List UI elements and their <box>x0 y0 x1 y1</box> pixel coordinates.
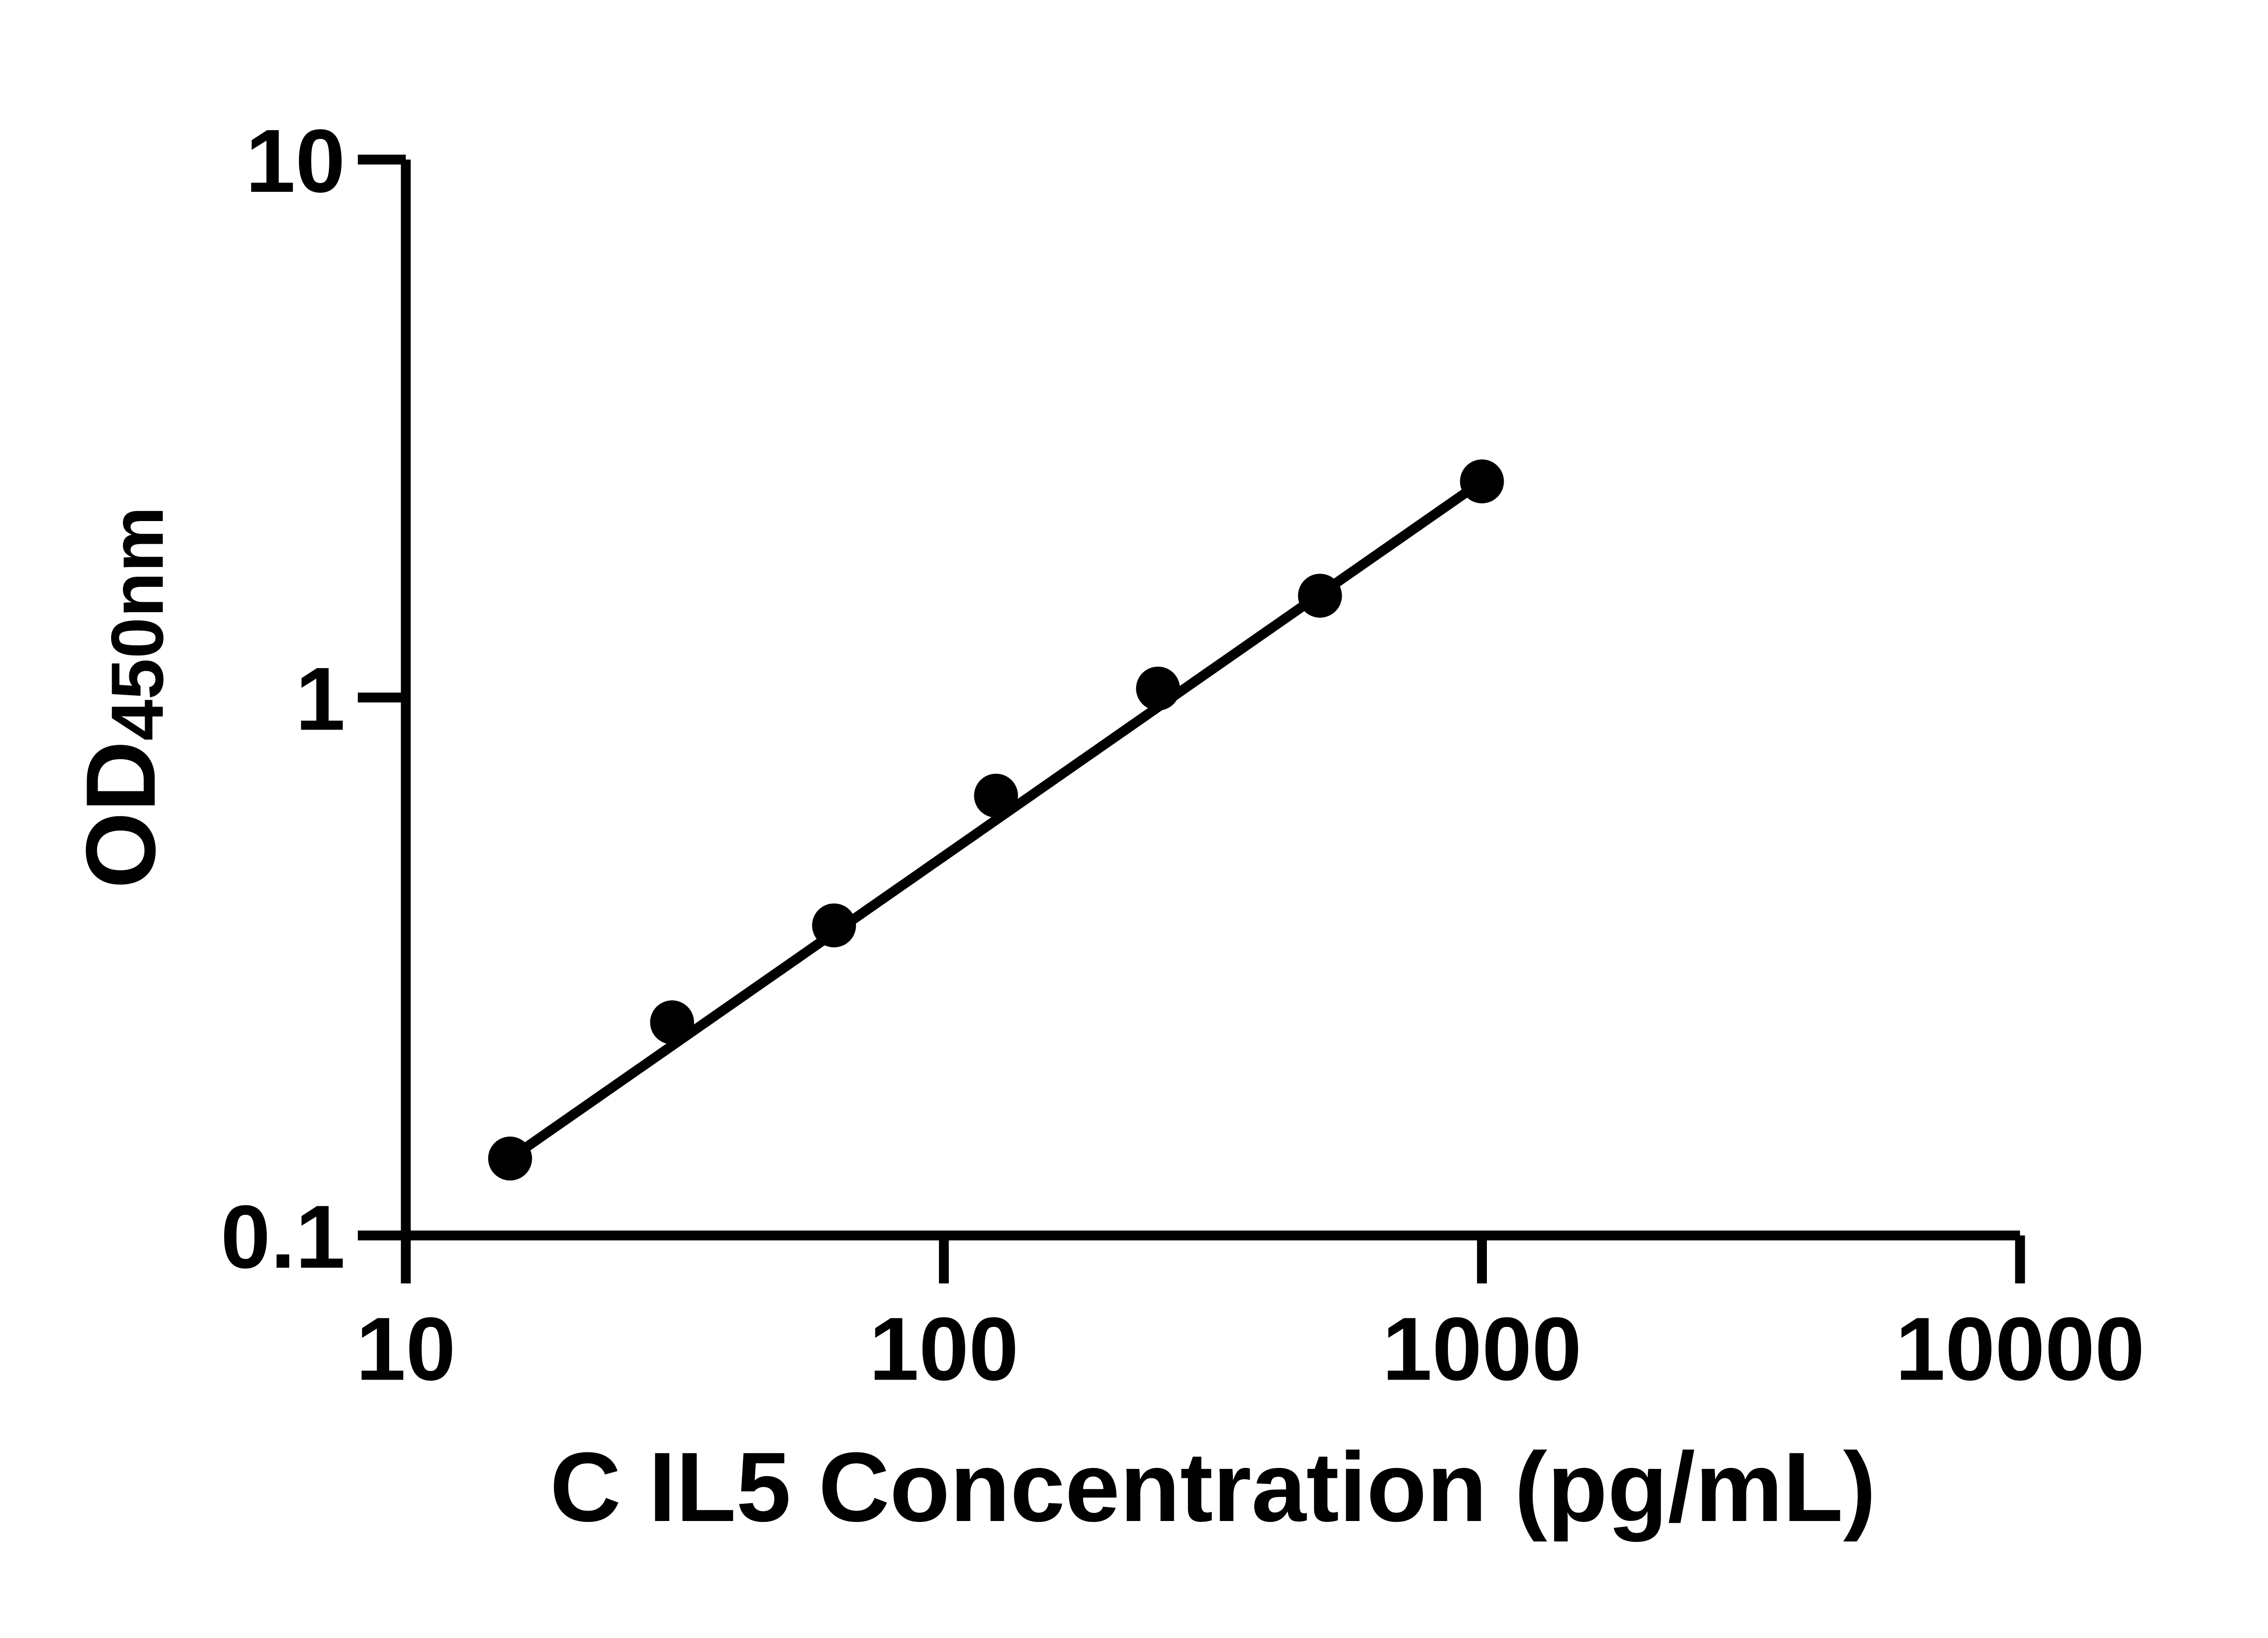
y-tick-label: 1 <box>295 648 345 749</box>
x-axis-title: C IL5 Concentration (pg/mL) <box>550 1432 1876 1542</box>
data-point <box>488 1136 532 1181</box>
axis-spines <box>401 159 2020 1241</box>
data-point <box>812 903 856 948</box>
x-tick-label: 100 <box>869 1299 1019 1399</box>
y-tick-label: 10 <box>245 111 345 211</box>
x-tick-label: 10000 <box>1895 1299 2145 1399</box>
x-tick-label: 1000 <box>1382 1299 1582 1399</box>
y-axis-title: OD450nm <box>66 507 179 889</box>
y-axis-title-main: OD <box>66 741 176 888</box>
data-point <box>650 1000 694 1044</box>
y-tick-label: 0.1 <box>220 1187 345 1287</box>
data-point <box>974 774 1018 818</box>
y-axis-title-subscript: 450nm <box>96 507 179 741</box>
data-point <box>1136 666 1180 711</box>
data-point <box>1460 459 1504 503</box>
data-point <box>1298 574 1342 618</box>
x-tick-label: 10 <box>356 1299 456 1399</box>
